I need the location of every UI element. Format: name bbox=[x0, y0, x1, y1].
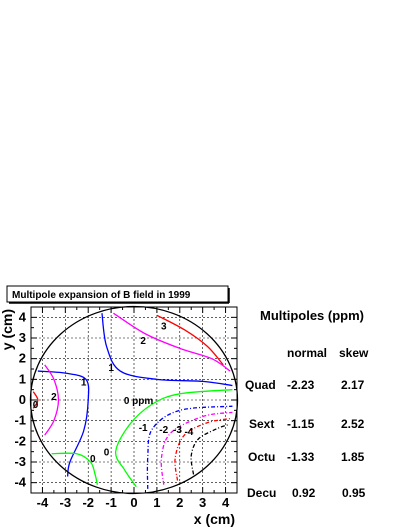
contour-line bbox=[37, 370, 90, 477]
column-header-skew: skew bbox=[339, 346, 369, 360]
x-tick-label: -1 bbox=[105, 495, 117, 510]
y-tick-label: 4 bbox=[19, 309, 27, 324]
skew-value: 1.85 bbox=[341, 450, 365, 464]
contour-line bbox=[160, 411, 233, 485]
normal-value: 0.92 bbox=[292, 486, 316, 500]
normal-value: -1.33 bbox=[287, 450, 315, 464]
y-tick-label: -3 bbox=[14, 454, 26, 469]
y-tick-label: 1 bbox=[19, 371, 26, 386]
contour-line bbox=[146, 405, 233, 489]
x-tick-label: 0 bbox=[130, 495, 137, 510]
plot-frame bbox=[30, 306, 238, 494]
contour-label: 1 bbox=[108, 363, 114, 374]
contour-line bbox=[32, 391, 39, 409]
y-tick-label: 2 bbox=[19, 351, 26, 366]
row-label: Sext bbox=[249, 417, 275, 431]
contour-line bbox=[190, 424, 229, 475]
column-header-normal: normal bbox=[287, 346, 328, 360]
multipoles-title: Multipoles (ppm) bbox=[260, 308, 364, 323]
contour-line bbox=[51, 452, 99, 485]
contour-line bbox=[101, 313, 233, 387]
y-tick-label: 3 bbox=[19, 330, 26, 345]
normal-value: -1.15 bbox=[287, 417, 315, 431]
contour-label: -2 bbox=[159, 425, 168, 436]
skew-value: 2.52 bbox=[341, 417, 365, 431]
x-tick-label: 3 bbox=[199, 495, 206, 510]
row-label: Octu bbox=[248, 450, 276, 464]
y-tick-label: -4 bbox=[14, 475, 26, 490]
contour-line bbox=[113, 312, 231, 372]
contour-label: -3 bbox=[173, 425, 182, 436]
contour-label: 2 bbox=[51, 392, 57, 403]
contour-line bbox=[174, 417, 231, 481]
x-tick-label: -2 bbox=[82, 495, 94, 510]
contour-line bbox=[44, 364, 60, 436]
x-tick-label: -3 bbox=[60, 495, 72, 510]
y-axis-label: y (cm) bbox=[0, 309, 15, 350]
contour-label: 2 bbox=[140, 336, 146, 347]
y-tick-label: -1 bbox=[14, 413, 26, 428]
contour-label: 0 ppm bbox=[124, 396, 154, 407]
title-box bbox=[6, 285, 229, 303]
x-tick-label: 4 bbox=[222, 495, 230, 510]
y-tick-label: 0 bbox=[19, 392, 26, 407]
multipole-row-decu: Decu 0.92 0.95 bbox=[0, 486, 409, 502]
skew-value: 0.95 bbox=[342, 486, 366, 500]
contour-label: -1 bbox=[139, 423, 148, 434]
contour-label: 0 bbox=[104, 448, 110, 459]
normal-value: -2.23 bbox=[287, 378, 315, 392]
x-tick-label: 1 bbox=[153, 495, 160, 510]
multipole-row-sext: Sext -1.15 2.52 bbox=[0, 417, 409, 433]
contour-line bbox=[156, 314, 224, 366]
contour-line bbox=[115, 389, 233, 488]
skew-value: 2.17 bbox=[341, 378, 365, 392]
contour-label: 0 bbox=[33, 400, 39, 411]
row-label: Decu bbox=[247, 486, 277, 500]
x-tick-label: 2 bbox=[176, 495, 183, 510]
contour-label: -4 bbox=[184, 427, 193, 438]
x-axis-label: x (cm) bbox=[194, 511, 235, 527]
contour-label: 1 bbox=[81, 377, 87, 388]
contour-label: 3 bbox=[161, 322, 167, 333]
x-tick-label: -4 bbox=[37, 495, 49, 510]
y-tick-label: -2 bbox=[14, 433, 26, 448]
multipole-row-octu: Octu -1.33 1.85 bbox=[0, 450, 409, 466]
row-label: Quad bbox=[245, 378, 276, 392]
multipole-row-quad: Quad -2.23 2.17 bbox=[0, 378, 409, 394]
contour-label: 0 bbox=[90, 454, 96, 465]
chart-title: Multipole expansion of B field in 1999 bbox=[12, 290, 191, 301]
